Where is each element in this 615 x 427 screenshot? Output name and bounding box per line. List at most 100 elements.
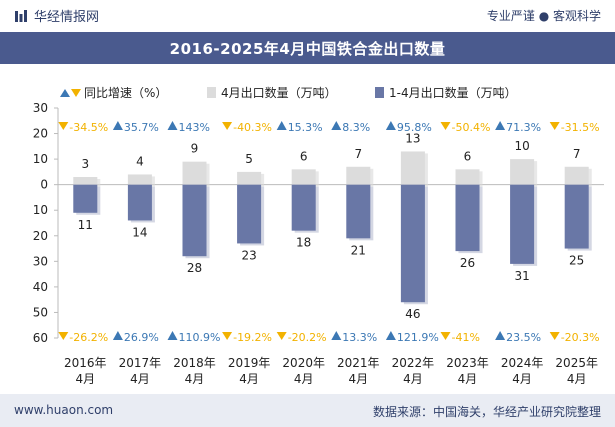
- y-tick-label: 30: [33, 101, 48, 115]
- ytd-bar: [291, 184, 316, 231]
- data-source: 数据来源：中国海关，华经产业研究院整理: [372, 405, 601, 419]
- growth-ytd-label: -20.3%: [561, 331, 600, 344]
- growth-ytd-label: 23.5%: [506, 331, 541, 344]
- growth-ytd-label: -19.2%: [233, 331, 272, 344]
- growth-april-label: -34.5%: [69, 121, 108, 134]
- growth-april-up-icon: [385, 121, 396, 130]
- x-tick-label-month: 4月: [458, 372, 478, 386]
- footer: www.huaon.com 数据来源：中国海关，华经产业研究院整理: [0, 394, 615, 427]
- april-bar: [237, 171, 262, 185]
- growth-april-label: -31.5%: [561, 121, 600, 134]
- x-tick-label-month: 4月: [185, 372, 205, 386]
- legend-label-april: 4月出口数量（万吨）: [221, 85, 337, 100]
- y-tick-label: 20: [33, 229, 48, 243]
- website-link[interactable]: www.huaon.com: [14, 403, 114, 417]
- ytd-value-label: 14: [132, 225, 147, 239]
- ytd-bar: [510, 184, 535, 264]
- growth-april-up-icon: [331, 121, 342, 130]
- april-bar: [400, 151, 425, 185]
- chart: 同比增速（%） 4月出口数量（万吨） 1-4月出口数量（万吨） 30 20 10 0 1…: [33, 85, 604, 386]
- growth-april-label: 143%: [179, 121, 210, 134]
- title-bar: 2016-2025年4月中国铁合金出口数量: [0, 32, 615, 64]
- x-tick-label-year: 2023年: [446, 356, 489, 370]
- ytd-bar: [455, 184, 480, 252]
- ytd-value-label: 18: [296, 236, 311, 250]
- header: 华经情报网 专业严谨 ● 客观科学: [0, 0, 615, 32]
- y-tick-label: 0: [40, 178, 48, 192]
- april-value-label: 6: [300, 149, 308, 163]
- growth-ytd-label: 110.9%: [179, 331, 221, 344]
- growth-april-label: -40.3%: [233, 121, 272, 134]
- april-value-label: 7: [354, 147, 362, 161]
- y-tick-label: 10: [33, 152, 48, 166]
- growth-ytd-up-icon: [167, 331, 178, 340]
- growth-april-up-icon: [167, 121, 178, 130]
- legend-label-growth: 同比增速（%）: [84, 86, 167, 100]
- x-tick-label-year: 2018年: [173, 356, 216, 370]
- growth-april-down-icon: [549, 122, 560, 130]
- x-tick-label-month: 4月: [130, 372, 150, 386]
- ytd-value-label: 46: [405, 307, 420, 321]
- ytd-value-label: 25: [569, 254, 584, 268]
- april-value-label: 6: [464, 149, 472, 163]
- growth-ytd-up-icon: [385, 331, 396, 340]
- ytd-bar: [73, 184, 98, 213]
- ytd-bar: [346, 184, 371, 239]
- x-tick-label-year: 2021年: [337, 356, 380, 370]
- april-bar: [127, 174, 152, 185]
- ytd-bar: [237, 184, 262, 244]
- legend-swatch-april: [207, 87, 216, 98]
- growth-april-label: 95.8%: [397, 121, 432, 134]
- y-tick-label: 20: [33, 127, 48, 141]
- huajing-logo-icon: [15, 9, 27, 22]
- ytd-value-label: 28: [187, 261, 202, 275]
- growth-april-label: 15.3%: [288, 121, 323, 134]
- ytd-value-label: 21: [351, 243, 366, 257]
- ytd-value-label: 31: [514, 269, 529, 283]
- plot-area: 30 20 10 0 10 20 30 40 50 60 3 11 -34.5% -26.2% 2016年 4…: [33, 101, 604, 386]
- april-bar: [182, 161, 207, 185]
- legend-down-triangle-icon: [71, 89, 81, 97]
- growth-ytd-up-icon: [331, 331, 342, 340]
- brand-name: 华经情报网: [34, 10, 100, 25]
- x-tick-label-year: 2017年: [119, 356, 162, 370]
- growth-april-up-icon: [276, 121, 287, 130]
- growth-april-up-icon: [495, 121, 506, 130]
- growth-april-down-icon: [58, 122, 69, 130]
- ytd-bar: [127, 184, 152, 221]
- growth-ytd-down-icon: [276, 332, 287, 340]
- growth-ytd-label: 26.9%: [124, 331, 159, 344]
- x-tick-label-month: 4月: [567, 372, 587, 386]
- growth-april-up-icon: [112, 121, 123, 130]
- ytd-value-label: 26: [460, 256, 475, 270]
- y-tick-label: 30: [33, 254, 48, 268]
- x-tick-label-month: 4月: [239, 372, 259, 386]
- x-tick-label-year: 2022年: [392, 356, 435, 370]
- growth-ytd-down-icon: [549, 332, 560, 340]
- growth-ytd-label: -26.2%: [69, 331, 108, 344]
- chart-title: 2016-2025年4月中国铁合金出口数量: [169, 39, 446, 58]
- x-tick-label-month: 4月: [512, 372, 532, 386]
- growth-april-down-icon: [222, 122, 233, 130]
- april-value-label: 9: [191, 142, 199, 156]
- april-bar: [510, 159, 535, 185]
- april-value-label: 5: [245, 152, 253, 166]
- growth-ytd-down-icon: [58, 332, 69, 340]
- ytd-value-label: 23: [241, 248, 256, 262]
- growth-ytd-label: 13.3%: [342, 331, 377, 344]
- april-value-label: 3: [81, 157, 89, 171]
- april-value-label: 13: [405, 131, 420, 145]
- growth-ytd-label: -41%: [452, 331, 480, 344]
- legend-swatch-ytd: [375, 87, 384, 98]
- x-tick-label-month: 4月: [294, 372, 314, 386]
- legend: 同比增速（%） 4月出口数量（万吨） 1-4月出口数量（万吨）: [60, 85, 517, 100]
- ytd-bar: [182, 184, 207, 257]
- april-value-label: 4: [136, 154, 144, 168]
- legend-up-triangle-icon: [60, 89, 70, 97]
- x-tick-label-year: 2024年: [501, 356, 544, 370]
- x-tick-label-year: 2019年: [228, 356, 271, 370]
- x-tick-label-month: 4月: [403, 372, 423, 386]
- ytd-bar: [400, 184, 425, 303]
- april-value-label: 10: [514, 139, 529, 153]
- april-bar: [346, 166, 371, 185]
